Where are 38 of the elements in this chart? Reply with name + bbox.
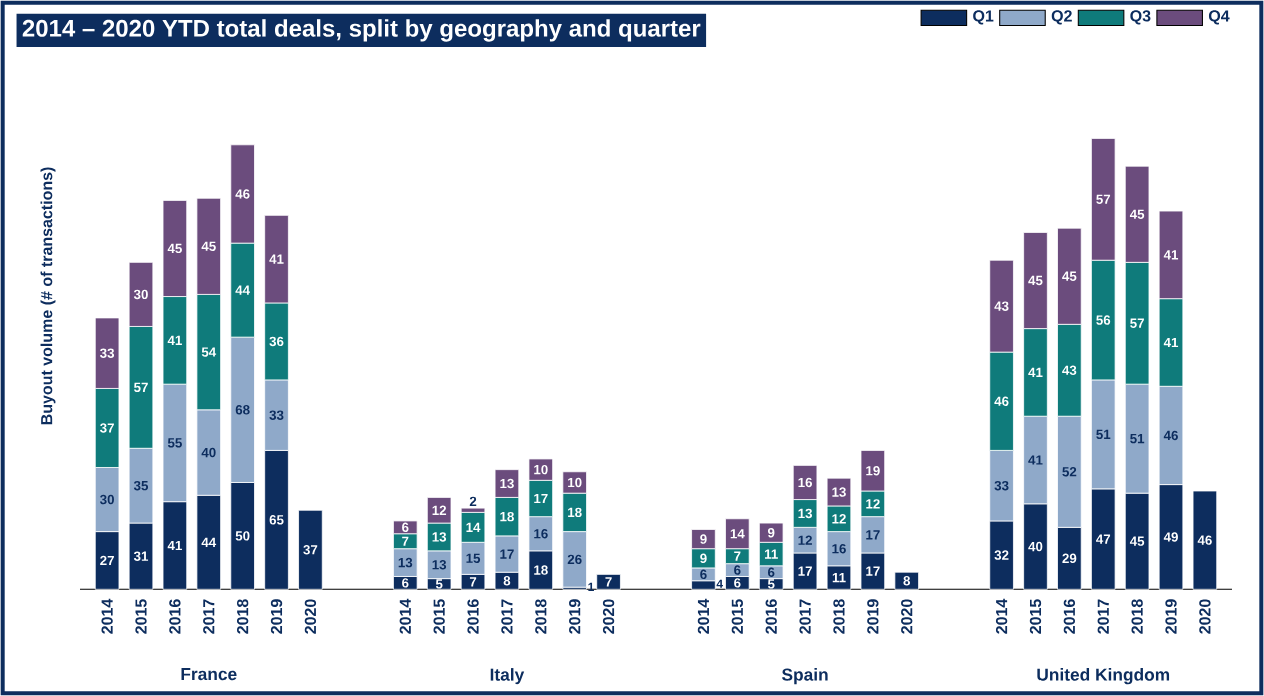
x-tick-label: 2020: [602, 599, 615, 634]
x-tick-label: 2020: [1199, 599, 1211, 634]
x-tick-label: 2014: [697, 598, 710, 634]
text: France: [181, 668, 237, 681]
x-tick-label: 2017: [203, 599, 215, 634]
legend-label: Q2: [1051, 10, 1072, 25]
x-tick-label: 2019: [569, 599, 581, 634]
x-tick-label: 2014: [101, 598, 113, 634]
x-tick-label: 2020: [901, 599, 913, 634]
x-tick-label: 2016: [1063, 599, 1076, 634]
text: United Kingdom: [1037, 668, 1170, 685]
x-tick-label: 2018: [236, 599, 249, 634]
x-tick-label: 2015: [135, 599, 147, 634]
x-tick-label: 2015: [1029, 599, 1042, 634]
legend-label: Q1: [973, 10, 994, 25]
x-tick-label: 2017: [799, 599, 811, 634]
y-axis-title: Buyout volume (# of transactions): [40, 167, 56, 425]
x-tick-label: 2016: [169, 599, 181, 634]
x-tick-label: 2016: [467, 599, 479, 634]
chart-title: 2014 – 2020 YTD total deals, split by geography and quarter: [22, 19, 701, 42]
x-tick-label: 2014: [995, 598, 1008, 634]
x-tick-label: 2018: [1131, 599, 1143, 634]
x-tick-label: 2019: [270, 599, 283, 634]
x-tick-label: 2020: [304, 599, 317, 634]
text: Italy: [490, 668, 525, 685]
x-tick-label: 2019: [1165, 599, 1177, 634]
x-tick-label: 2019: [867, 599, 879, 634]
x-tick-label: 2016: [765, 599, 777, 634]
x-tick-label: 2018: [833, 599, 845, 634]
x-tick-label: 2015: [433, 599, 445, 634]
x-tick-label: 2017: [1097, 599, 1109, 634]
x-tick-label: 2014: [399, 598, 411, 634]
legend-label: Q4: [1208, 10, 1230, 25]
x-tick-label: 2018: [535, 599, 547, 634]
legend-label: Q3: [1130, 10, 1151, 25]
x-tick-label: 2015: [731, 599, 743, 634]
text: Spain: [781, 668, 828, 685]
x-tick-label: 2017: [501, 599, 513, 634]
